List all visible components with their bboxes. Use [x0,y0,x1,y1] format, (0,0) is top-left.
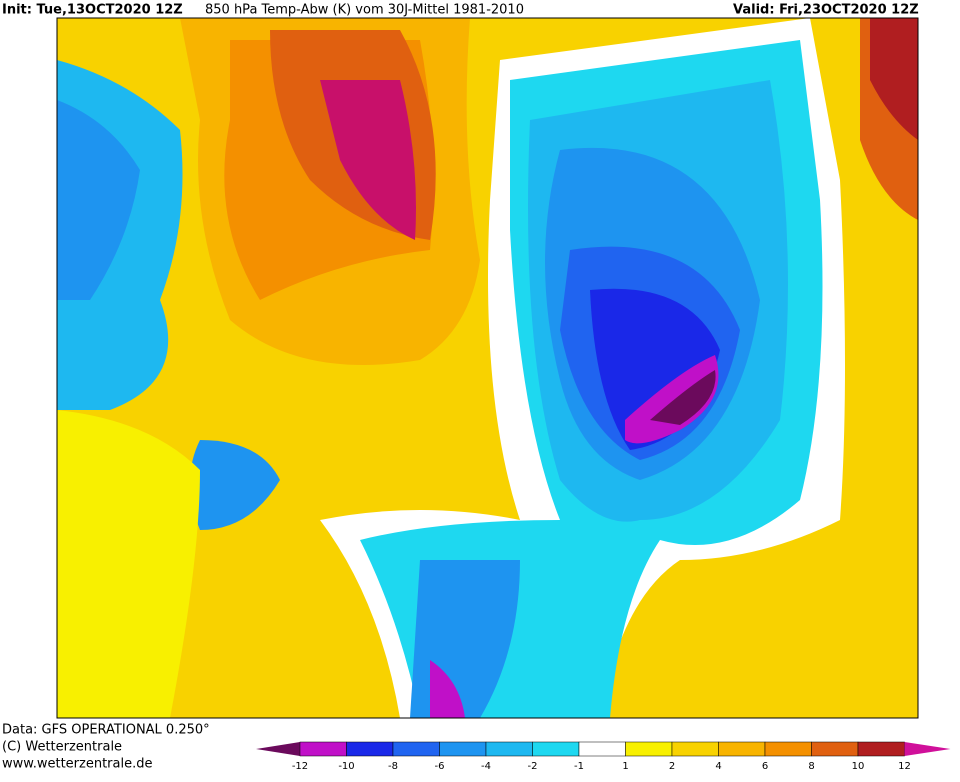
colorbar: -12 -10 -8 -6 -4 -2 -1 1 2 4 6 8 10 12 [256,741,951,772]
valid-label: Valid: Fri,23OCT2020 12Z [733,3,919,18]
colorbar-label: -10 [338,761,354,772]
colorbar-segment [718,741,766,757]
colorbar-label: -8 [388,761,398,772]
colorbar-segment [578,741,626,757]
website: www.wetterzentrale.de [2,757,152,772]
colorbar-segment [532,741,580,757]
map [56,17,919,719]
colorbar-label: 6 [762,761,768,772]
colorbar-segment [857,741,905,757]
colorbar-segment [671,741,719,757]
colorbar-segment [485,741,533,757]
colorbar-label: 10 [852,761,865,772]
colorbar-segment [299,741,347,757]
colorbar-label: 4 [715,761,721,772]
colorbar-label: -2 [528,761,538,772]
colorbar-segment [811,741,859,757]
colorbar-label: 2 [669,761,675,772]
colorbar-segment [346,741,394,757]
colorbar-segment [439,741,487,757]
colorbar-label: -12 [292,761,308,772]
colorbar-label: -4 [481,761,491,772]
init-label: Init: Tue,13OCT2020 12Z [2,3,183,18]
colorbar-arrow [904,742,951,756]
copyright: (C) Wetterzentrale [2,740,122,755]
colorbar-segment [764,741,812,757]
map-title: 850 hPa Temp-Abw (K) vom 30J-Mittel 1981… [205,3,524,18]
colorbar-arrow [256,742,300,756]
colorbar-segment [392,741,440,757]
data-source: Data: GFS OPERATIONAL 0.250° [2,723,210,738]
colorbar-label: 1 [622,761,628,772]
colorbar-label: -6 [435,761,445,772]
colorbar-segment [625,741,673,757]
colorbar-label: -1 [574,761,584,772]
colorbar-label: 12 [898,761,911,772]
colorbar-label: 8 [808,761,814,772]
